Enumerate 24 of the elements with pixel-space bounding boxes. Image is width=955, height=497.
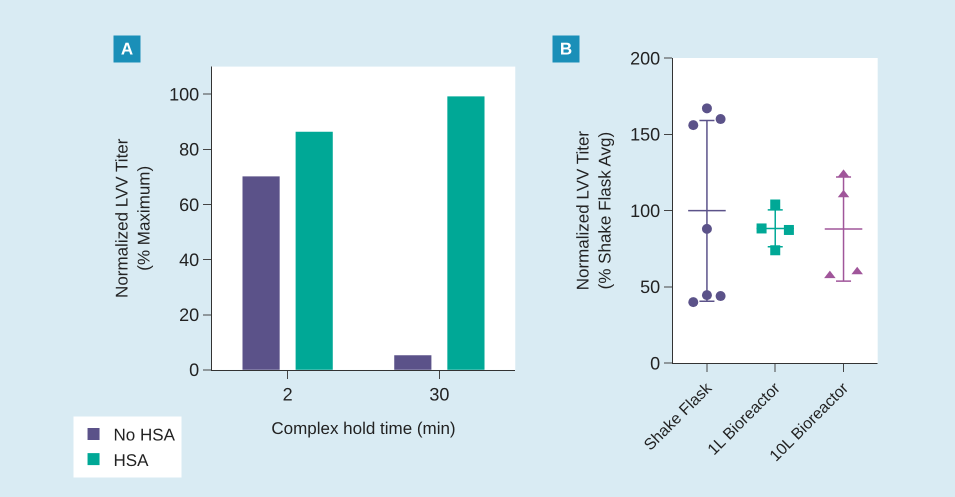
text: A [120, 40, 134, 58]
bar [394, 355, 432, 370]
x-tick-label: 30 [429, 384, 450, 405]
y-tick-label: 100 [630, 200, 660, 221]
bar [242, 176, 280, 370]
x-axis-title: Complex hold time (min) [271, 418, 456, 438]
y-axis-title: Normalized LVV Titer (% Maximum) [112, 138, 154, 298]
y-tick-label: 20 [179, 305, 200, 326]
y-tick-label: 50 [640, 277, 660, 298]
legend-label: No HSA [114, 426, 176, 445]
y-tick-label: 40 [179, 250, 200, 270]
y-tick-label: 100 [169, 84, 200, 104]
legend-label: HSA [114, 450, 150, 470]
y-tick-label: 80 [179, 140, 200, 160]
x-tick-label: 2 [282, 384, 293, 405]
bar [296, 132, 333, 370]
y-tick-label: 0 [189, 360, 200, 380]
text: B [560, 40, 572, 58]
y-tick-label: 0 [650, 353, 660, 374]
y-tick-label: 60 [179, 194, 200, 215]
y-tick-label: 200 [630, 48, 660, 68]
y-tick-label: 150 [630, 124, 660, 145]
y-axis-title: Normalized LVV Titer (% Shake Flask Avg) [574, 130, 615, 290]
bar [447, 96, 485, 370]
